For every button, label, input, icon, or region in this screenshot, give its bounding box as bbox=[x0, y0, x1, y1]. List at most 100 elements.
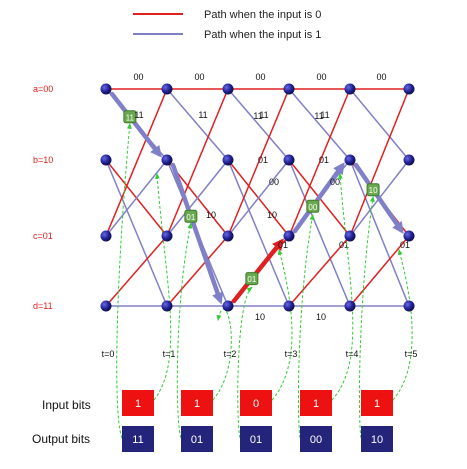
legend-path1-label: Path when the input is 1 bbox=[204, 29, 321, 41]
output-bits-box bbox=[181, 426, 213, 452]
trellis-node bbox=[344, 230, 356, 242]
trellis-edge bbox=[227, 88, 290, 161]
trellis-node bbox=[100, 230, 112, 242]
output-bits-value: 11 bbox=[132, 434, 143, 446]
output-bits-box bbox=[240, 426, 272, 452]
edge-output-label: 11 bbox=[320, 110, 329, 120]
trellis-node bbox=[403, 83, 415, 95]
trellis-node bbox=[161, 230, 173, 242]
trellis-node bbox=[283, 300, 295, 312]
trellis-node bbox=[283, 154, 295, 166]
trellis-node bbox=[161, 300, 173, 312]
edge-output-label: 00 bbox=[255, 72, 265, 82]
trellis-edge bbox=[288, 159, 351, 307]
trellis-node bbox=[403, 230, 415, 242]
edge-output-label: 00 bbox=[133, 72, 143, 82]
trellis-node bbox=[344, 83, 356, 95]
path-output-tag-text: 01 bbox=[186, 213, 195, 222]
trellis-edge bbox=[227, 159, 290, 237]
highlighted-path-segment bbox=[231, 238, 284, 304]
input-bit-box bbox=[240, 390, 272, 416]
time-label: t=1 bbox=[163, 349, 176, 359]
edge-output-label: 00 bbox=[330, 177, 340, 187]
path-output-tag-text: 10 bbox=[369, 186, 378, 195]
dashed-arrow-input bbox=[392, 248, 413, 401]
trellis-node bbox=[100, 83, 112, 95]
path-output-tag bbox=[306, 199, 320, 213]
input-bit-value: 1 bbox=[313, 398, 319, 410]
edge-output-label: 11 bbox=[253, 111, 262, 121]
trellis-edge bbox=[166, 159, 229, 237]
trellis-node bbox=[100, 154, 112, 166]
edge-output-label: 11 bbox=[198, 110, 207, 120]
edge-output-label: 10 bbox=[255, 312, 265, 322]
input-boxes: 1 1 0 1 1 bbox=[122, 390, 393, 416]
edge-output-label: 01 bbox=[339, 240, 349, 250]
trellis-edge bbox=[288, 235, 351, 307]
trellis-node bbox=[283, 230, 295, 242]
dashed-arrow-output bbox=[237, 286, 253, 439]
trellis-edge bbox=[105, 159, 168, 307]
input-bit-box bbox=[300, 390, 332, 416]
input-bit-value: 1 bbox=[374, 398, 380, 410]
trellis-node bbox=[222, 83, 234, 95]
time-label: t=2 bbox=[224, 349, 237, 359]
dashed-arrow-output bbox=[297, 213, 315, 439]
output-bits-value: 10 bbox=[371, 434, 383, 446]
dashed-arrow-input bbox=[331, 172, 354, 401]
trellis-node bbox=[222, 230, 234, 242]
edge-output-label: 00 bbox=[269, 177, 279, 187]
edge-output-label: 10 bbox=[316, 312, 326, 322]
trellis-edge bbox=[349, 159, 410, 307]
output-bits-value: 01 bbox=[250, 434, 262, 446]
path-output-tag bbox=[184, 209, 198, 223]
dashed-arrow-input bbox=[271, 248, 293, 401]
trellis-edge bbox=[105, 159, 168, 237]
output-bits-box bbox=[300, 426, 332, 452]
time-label: t=3 bbox=[285, 349, 298, 359]
trellis-edge bbox=[105, 88, 168, 237]
trellis-edge bbox=[105, 235, 168, 307]
state-label: a=00 bbox=[33, 84, 53, 94]
trellis-edge bbox=[166, 235, 229, 307]
trellis-node bbox=[403, 154, 415, 166]
dashed-arrows bbox=[116, 122, 413, 439]
state-label: d=11 bbox=[33, 301, 53, 311]
highlighted-path-segment bbox=[109, 91, 162, 158]
trellis-edge bbox=[227, 88, 290, 237]
trellis-edge bbox=[349, 88, 410, 237]
input-bit-box bbox=[122, 390, 154, 416]
trellis-edge bbox=[166, 88, 229, 237]
dashed-arrow-output bbox=[176, 222, 193, 439]
output-bits-box bbox=[361, 426, 393, 452]
state-label: b=10 bbox=[33, 155, 53, 165]
time-label: t=0 bbox=[102, 349, 115, 359]
trellis-edge bbox=[288, 88, 351, 161]
edge-output-label: 11 bbox=[134, 110, 143, 120]
trellis-edge bbox=[166, 88, 229, 161]
highlighted-path-segment bbox=[292, 162, 345, 234]
dashed-arrow-input bbox=[212, 308, 232, 401]
output-bits-label: Output bits bbox=[32, 432, 90, 446]
output-bits-box bbox=[122, 426, 154, 452]
trellis-edge bbox=[288, 88, 351, 237]
output-boxes: 11 01 01 00 10 bbox=[122, 426, 393, 452]
trellis-node bbox=[403, 300, 415, 312]
path-output-tag-text: 01 bbox=[247, 275, 256, 284]
time-label: t=5 bbox=[405, 349, 418, 359]
dashed-arrow-input bbox=[153, 172, 172, 401]
edge-output-label: 00 bbox=[376, 72, 386, 82]
trellis-node bbox=[344, 300, 356, 312]
trellis-node bbox=[344, 154, 356, 166]
trellis-node bbox=[222, 154, 234, 166]
state-label: c=01 bbox=[33, 231, 53, 241]
edge-output-label: 01 bbox=[319, 155, 329, 165]
legend-path0-label: Path when the input is 0 bbox=[204, 9, 321, 21]
input-bit-box bbox=[181, 390, 213, 416]
output-bits-value: 00 bbox=[310, 434, 322, 446]
trellis-edge bbox=[349, 235, 410, 307]
edge-output-label: 00 bbox=[316, 72, 326, 82]
dashed-arrow-output bbox=[116, 122, 132, 439]
highlighted-path-segment bbox=[353, 162, 404, 234]
